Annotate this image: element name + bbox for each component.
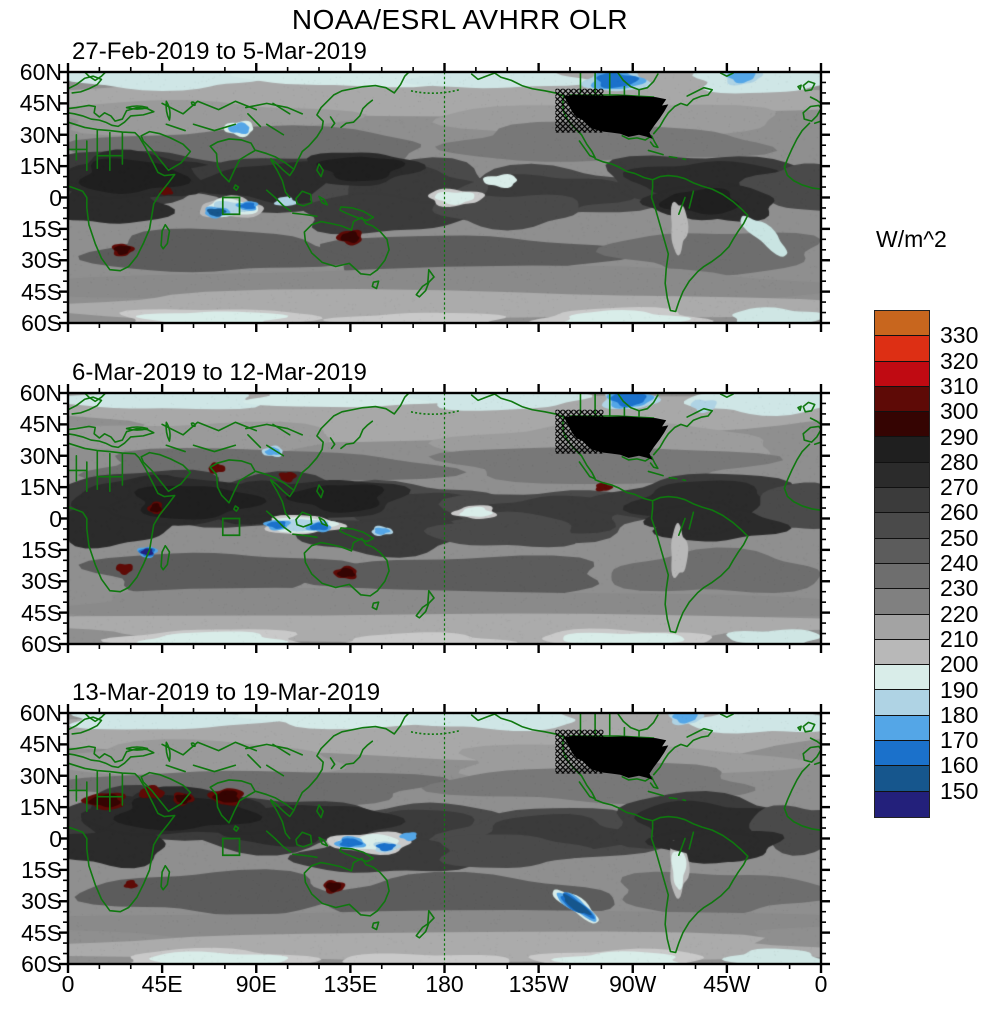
colorbar-tick-label: 220 [940, 600, 979, 627]
lat-tick-label: 30N [19, 121, 62, 148]
lon-tick-label: 90E [235, 971, 277, 997]
usa-data-mask [563, 95, 669, 139]
lon-tick-label: 45E [141, 971, 183, 997]
colorbar-cell [875, 488, 929, 514]
colorbar-cell [875, 563, 929, 590]
index-region-box [223, 839, 240, 856]
colorbar-tick-label: 190 [940, 676, 979, 703]
panel-2-subtitle: 6-Mar-2019 to 12-Mar-2019 [72, 359, 367, 386]
colorbar-cell [875, 766, 929, 792]
lat-tick-label: 60N [19, 380, 62, 406]
lat-tick-label: 30N [19, 762, 62, 789]
usa-data-mask [563, 416, 669, 460]
colorbar-tick-label: 160 [940, 752, 979, 779]
lon-tick-label: 45W [703, 971, 751, 997]
lat-tick-label: 15S [21, 215, 62, 242]
map-panel-3 [59, 704, 830, 973]
lat-tick-label: 15N [19, 794, 62, 821]
lon-tick-label: 90W [609, 971, 657, 997]
lat-tick-label: 30S [21, 247, 62, 274]
axis-ticks [59, 704, 830, 973]
lat-tick-label: 45N [19, 731, 62, 758]
colorbar [874, 310, 930, 818]
lat-tick-label: 60N [19, 59, 62, 85]
lat-tick-label: 0 [49, 505, 62, 532]
lon-tick-label: 0 [61, 971, 75, 997]
lat-tick-label: 45S [21, 278, 62, 305]
lat-tick-label: 30N [19, 442, 62, 469]
colorbar-cell [875, 639, 929, 666]
axis-ticks [59, 63, 830, 332]
index-region-box [223, 519, 240, 536]
colorbar-tick-label: 330 [940, 322, 979, 349]
lat-tick-label: 60S [21, 951, 62, 977]
colorbar-cell [875, 462, 929, 489]
lat-tick-label: 45S [21, 599, 62, 626]
lat-tick-label: 15N [19, 153, 62, 180]
lat-tick-label: 0 [49, 825, 62, 852]
colorbar-tick-label: 320 [940, 347, 979, 374]
colorbar-tick-label: 270 [940, 474, 979, 501]
lat-tick-label: 60S [21, 631, 62, 657]
colorbar-cell [875, 715, 929, 742]
lon-tick-label: 0 [814, 971, 828, 997]
panel-1-subtitle: 27-Feb-2019 to 5-Mar-2019 [72, 38, 367, 65]
map-panel-1 [59, 63, 830, 332]
colorbar-cell [875, 589, 929, 615]
colorbar-cell [875, 361, 929, 387]
colorbar-tick-label: 280 [940, 448, 979, 475]
lat-tick-label: 45S [21, 919, 62, 946]
colorbar-tick-label: 170 [940, 727, 979, 754]
lon-tick-label: 135E [323, 971, 378, 997]
coastline-overlay [68, 713, 821, 964]
colorbar-cell [875, 386, 929, 413]
lat-tick-label: 60N [19, 700, 62, 726]
colorbar-tick-label: 230 [940, 575, 979, 602]
figure-title: NOAA/ESRL AVHRR OLR [291, 4, 629, 35]
index-region-box [223, 198, 240, 215]
colorbar-tick-label: 260 [940, 499, 979, 526]
colorbar-cell [875, 741, 929, 767]
lat-tick-label: 60S [21, 310, 62, 336]
colorbar-units-label: W/m^2 [876, 226, 947, 252]
lat-tick-label: 30S [21, 568, 62, 595]
colorbar-tick-label: 200 [940, 651, 979, 678]
lat-tick-label: 15S [21, 536, 62, 563]
colorbar-tick-label: 210 [940, 625, 979, 652]
lon-tick-label: 180 [425, 971, 464, 997]
colorbar-tick-label: 300 [940, 398, 979, 425]
panel-3-subtitle: 13-Mar-2019 to 19-Mar-2019 [72, 679, 381, 706]
lat-tick-label: 15S [21, 856, 62, 883]
colorbar-cell [875, 437, 929, 463]
lat-tick-label: 30S [21, 888, 62, 915]
colorbar-cell [875, 791, 929, 817]
usa-data-mask [563, 736, 669, 780]
axis-ticks [59, 384, 830, 653]
colorbar-tick-label: 150 [940, 777, 979, 804]
colorbar-cell [875, 614, 929, 640]
coastline-overlay [68, 393, 821, 644]
colorbar-tick-label: 290 [940, 423, 979, 450]
colorbar-tick-label: 180 [940, 701, 979, 728]
colorbar-cell [875, 412, 929, 438]
colorbar-tick-label: 240 [940, 550, 979, 576]
colorbar-cell [875, 665, 929, 691]
map-panel-2 [59, 384, 830, 653]
colorbar-cell [875, 690, 929, 716]
colorbar-cell [875, 538, 929, 564]
lat-tick-label: 45N [19, 90, 62, 117]
lat-tick-label: 15N [19, 474, 62, 501]
lon-tick-label: 135W [508, 971, 569, 997]
colorbar-tick-label: 310 [940, 372, 979, 399]
colorbar-cell [875, 311, 929, 337]
colorbar-cell [875, 336, 929, 362]
lat-tick-label: 45N [19, 411, 62, 438]
colorbar-tick-label: 250 [940, 524, 979, 551]
lat-tick-label: 0 [49, 184, 62, 211]
coastline-overlay [68, 72, 821, 323]
colorbar-cell [875, 513, 929, 539]
